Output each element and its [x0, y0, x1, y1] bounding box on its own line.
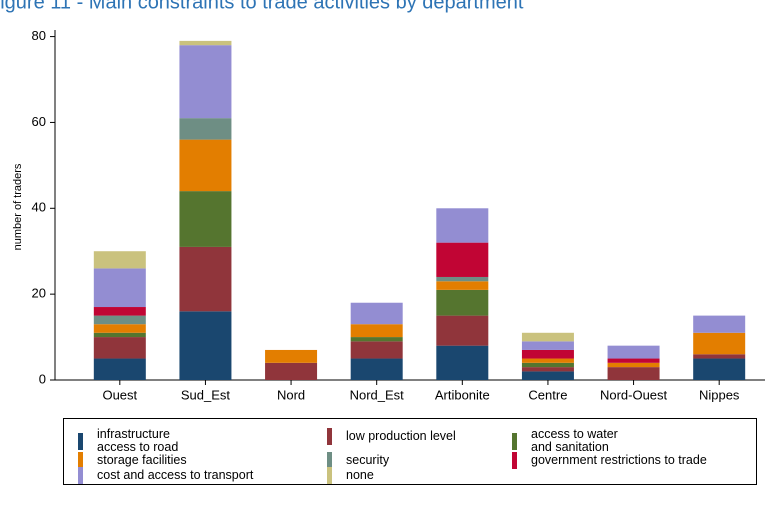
- legend-item: low production level: [327, 428, 456, 445]
- legend-label: infrastructure access to road: [97, 427, 179, 454]
- y-tick-label: 0: [39, 371, 46, 386]
- bar-segment: [179, 40, 232, 46]
- bar-segment: [521, 367, 574, 372]
- bar-segment: [693, 332, 746, 355]
- x-tick-label: Sud_Est: [181, 387, 231, 402]
- bar-segment: [521, 332, 574, 342]
- bar-segment: [693, 358, 746, 380]
- bar-segment: [93, 324, 146, 333]
- legend-item: storage facilities: [78, 452, 187, 469]
- bar-segment: [179, 45, 232, 119]
- x-tick-label: Nippes: [699, 387, 740, 402]
- bar-segment: [179, 191, 232, 247]
- bar-segment: [521, 341, 574, 350]
- bar-segment: [179, 246, 232, 312]
- x-tick-label: Nord-Ouest: [600, 387, 668, 402]
- legend-item: security: [327, 452, 389, 469]
- legend-label: low production level: [346, 429, 456, 443]
- bar-segment: [521, 349, 574, 359]
- legend-swatch: [512, 432, 517, 450]
- legend-label: access to water and sanitation: [531, 427, 618, 454]
- bar-segment: [436, 281, 489, 290]
- bar-segment: [350, 337, 403, 342]
- bar-segment: [436, 208, 489, 243]
- legend-swatch: [327, 452, 332, 469]
- bar-segment: [521, 362, 574, 368]
- bar-segment: [179, 139, 232, 192]
- legend-swatch: [512, 452, 517, 469]
- bar-segment: [607, 345, 660, 359]
- x-tick-label: Ouest: [102, 387, 137, 402]
- bar-segment: [521, 358, 574, 363]
- bar-segment: [265, 349, 318, 363]
- y-axis-title: number of traders: [12, 163, 24, 250]
- legend-label: storage facilities: [97, 453, 187, 467]
- bar-segment: [350, 341, 403, 359]
- bar-segment: [179, 311, 232, 380]
- bar-segment: [521, 371, 574, 380]
- legend-label: none: [346, 468, 374, 482]
- bar-segment: [93, 337, 146, 359]
- bar-segment: [179, 118, 232, 140]
- bar-segment: [93, 268, 146, 308]
- legend: infrastructure access to road low product…: [63, 418, 757, 485]
- legend-item: cost and access to transport: [78, 467, 253, 484]
- bar-segment: [607, 367, 660, 380]
- legend-swatch: [327, 467, 332, 484]
- legend-item: none: [327, 467, 374, 484]
- legend-item: government restrictions to trade: [512, 452, 707, 469]
- bar-segment: [607, 358, 660, 363]
- y-tick-label: 40: [32, 200, 46, 215]
- bar-segment: [350, 302, 403, 325]
- x-tick-label: Artibonite: [435, 387, 490, 402]
- legend-label: security: [346, 453, 390, 467]
- bar-segment: [93, 332, 146, 338]
- bar-segment: [350, 324, 403, 338]
- legend-swatch: [78, 467, 83, 484]
- legend-label: government restrictions to trade: [531, 453, 707, 467]
- bar-segment: [436, 276, 489, 282]
- y-tick-label: 80: [32, 28, 46, 43]
- x-tick-label: Nord: [277, 387, 305, 402]
- bar-segment: [93, 315, 146, 325]
- legend-swatch: [327, 428, 332, 445]
- x-tick-label: Centre: [528, 387, 567, 402]
- legend-swatch: [78, 452, 83, 469]
- bar-segment: [607, 362, 660, 368]
- legend-item: access to water and sanitation: [512, 428, 618, 454]
- chart-title: Figure 11 - Main constraints to trade ac…: [0, 0, 524, 13]
- bar-segment: [436, 289, 489, 316]
- bar-segment: [436, 315, 489, 346]
- legend-item: infrastructure access to road: [78, 428, 178, 454]
- bar-segment: [265, 362, 318, 380]
- bar-segment: [350, 358, 403, 380]
- bar-segment: [693, 354, 746, 359]
- bar-segment: [693, 315, 746, 333]
- y-tick-label: 60: [32, 114, 46, 129]
- x-tick-label: Nord_Est: [350, 387, 405, 402]
- legend-label: cost and access to transport: [97, 468, 254, 482]
- bar-segment: [93, 251, 146, 269]
- legend-swatch: [78, 432, 83, 450]
- y-tick-label: 20: [32, 286, 46, 301]
- bar-segment: [93, 358, 146, 380]
- bar-segment: [436, 345, 489, 380]
- bar-segment: [93, 307, 146, 316]
- bar-segment: [436, 242, 489, 277]
